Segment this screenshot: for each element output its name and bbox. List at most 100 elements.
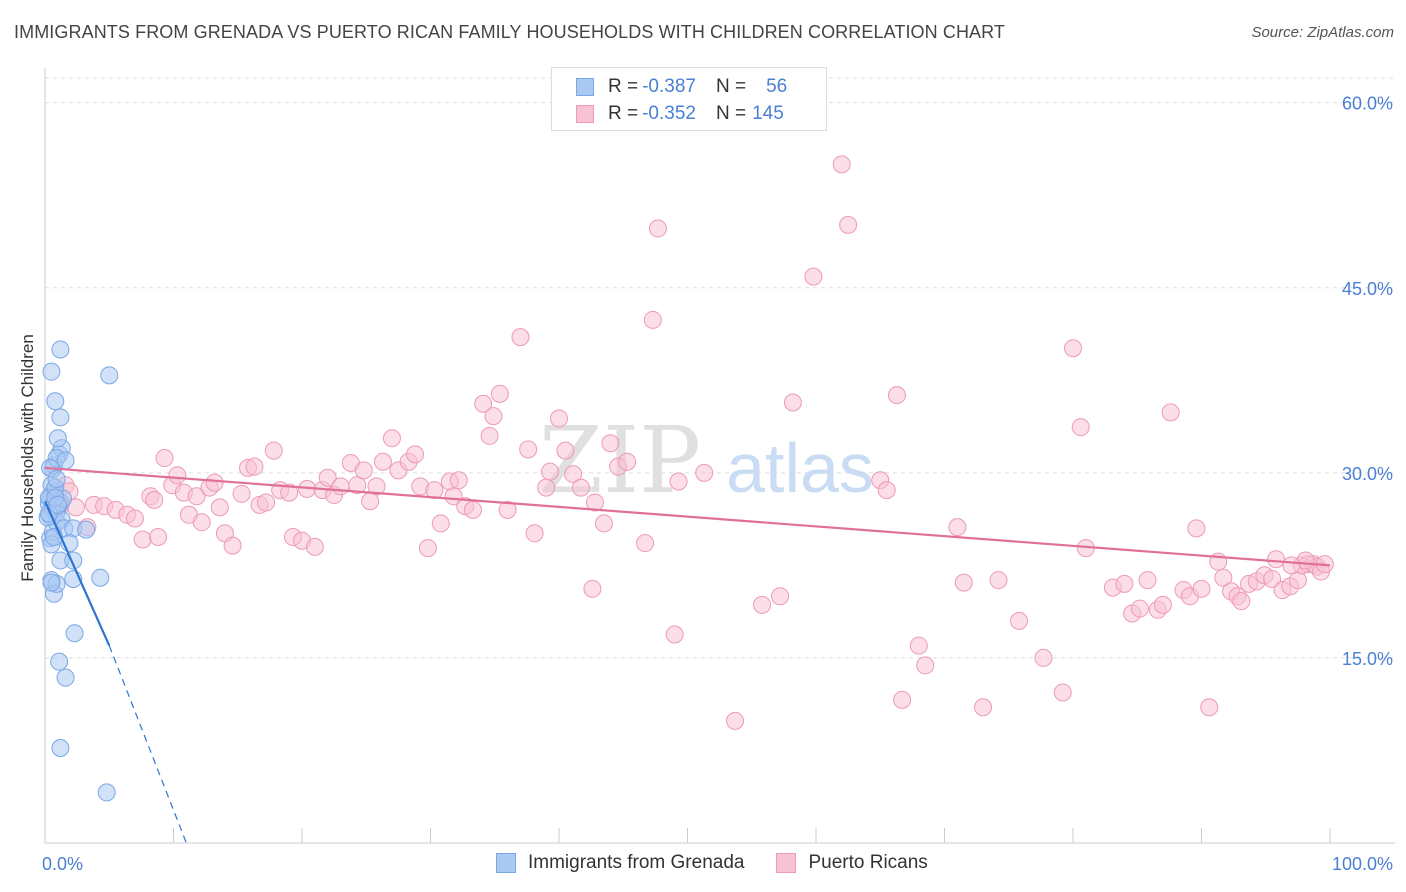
puerto-rican-point	[145, 490, 164, 509]
puerto-rican-point	[498, 500, 517, 519]
grenada-point	[47, 470, 66, 489]
puerto-rican-point	[348, 476, 367, 495]
puerto-rican-point	[133, 530, 152, 549]
legend-item-puerto-ricans[interactable]: Puerto Ricans	[776, 852, 928, 874]
puerto-rican-point	[585, 493, 604, 512]
watermark: ZIP atlas	[539, 407, 874, 514]
legend-swatch-blue	[496, 853, 516, 873]
puerto-rican-point	[1071, 418, 1090, 437]
puerto-rican-point	[541, 462, 560, 481]
puerto-rican-point	[1267, 550, 1286, 569]
legend-r-value: -0.387	[642, 76, 696, 97]
puerto-rican-point	[665, 625, 684, 644]
chart-title: IMMIGRANTS FROM GRENADA VS PUERTO RICAN …	[14, 22, 1006, 42]
legend-r-label: R =	[608, 76, 639, 97]
puerto-rican-point	[1161, 403, 1180, 422]
puerto-rican-point	[564, 465, 583, 484]
grenada-point	[42, 573, 61, 592]
grenada-point	[91, 568, 110, 587]
legend-n-label: N =	[715, 76, 747, 97]
trend-lines	[43, 466, 1331, 844]
puerto-rican-point	[331, 477, 350, 496]
puerto-rican-point	[205, 473, 224, 492]
puerto-rican-point	[463, 500, 482, 519]
y-tick-label: 15.0%	[1342, 649, 1393, 669]
puerto-rican-point	[406, 445, 425, 464]
puerto-rican-point	[449, 471, 468, 490]
puerto-rican-point	[594, 514, 613, 533]
grenada-trend-extension	[108, 645, 187, 844]
puerto-rican-point	[280, 483, 299, 502]
puerto-rican-point	[556, 441, 575, 460]
puerto-rican-point	[444, 487, 463, 506]
grid-lines	[45, 77, 1395, 659]
puerto-rican-point	[783, 393, 802, 412]
puerto-rican-point	[1263, 569, 1282, 588]
puerto-rican-point	[1064, 339, 1082, 358]
grenada-point	[77, 520, 96, 539]
legend-item-grenada[interactable]: Immigrants from Grenada	[496, 852, 744, 874]
puerto-rican-point	[484, 407, 503, 426]
puerto-rican-trend-line	[44, 466, 1331, 567]
puerto-rican-point	[480, 426, 499, 445]
y-tick-label: 30.0%	[1342, 464, 1393, 484]
puerto-rican-point	[974, 698, 993, 717]
legend-row-puerto-ricans: R = -0.352 N = 145	[576, 101, 784, 127]
puerto-rican-point	[367, 477, 386, 496]
grenada-point	[51, 340, 70, 359]
grenada-point	[48, 429, 67, 448]
tick-labels: 15.0% 30.0% 45.0% 60.0% 0.0% 100.0%	[42, 94, 1393, 874]
puerto-rican-point	[753, 595, 772, 614]
legend-swatch-pink	[776, 853, 797, 873]
puerto-rican-point	[643, 310, 662, 329]
puerto-rican-point	[893, 690, 912, 709]
puerto-rican-point	[155, 449, 174, 468]
y-tick-label: 45.0%	[1342, 279, 1393, 299]
puerto-rican-point	[877, 481, 896, 500]
puerto-rican-point	[373, 452, 392, 471]
puerto-ricans-points	[46, 155, 1334, 730]
series-legend: Immigrants from Grenada Puerto Ricans	[496, 852, 960, 874]
puerto-rican-point	[550, 409, 568, 428]
puerto-rican-point	[1192, 579, 1211, 598]
grenada-point	[56, 451, 75, 470]
puerto-rican-point	[223, 536, 242, 555]
grenada-point	[100, 366, 119, 385]
puerto-rican-point	[648, 219, 667, 238]
legend-swatch-blue	[576, 78, 594, 96]
puerto-rican-point	[571, 478, 590, 497]
puerto-rican-point	[954, 573, 973, 592]
grenada-point	[42, 362, 61, 381]
puerto-rican-point	[1130, 599, 1149, 618]
puerto-rican-point	[125, 509, 144, 528]
puerto-rican-point	[583, 579, 602, 598]
puerto-rican-point	[354, 461, 373, 480]
puerto-rican-point	[989, 571, 1008, 590]
x-tick-label: 100.0%	[1332, 854, 1393, 874]
puerto-rican-point	[245, 457, 264, 476]
puerto-rican-point	[382, 429, 401, 448]
grenada-point	[65, 624, 84, 643]
legend-label-puerto-ricans: Puerto Ricans	[808, 852, 928, 873]
puerto-rican-point	[916, 656, 935, 675]
grenada-trend-line	[43, 500, 111, 647]
grenada-point	[56, 668, 75, 687]
puerto-rican-point	[1187, 519, 1206, 538]
puerto-rican-point	[210, 498, 229, 517]
puerto-rican-point	[832, 155, 851, 174]
puerto-rican-point	[149, 528, 168, 546]
grenada-point	[48, 495, 67, 514]
grenada-points	[38, 340, 119, 802]
legend-r-value: -0.352	[642, 103, 696, 124]
legend-n-label: N =	[715, 103, 747, 124]
puerto-rican-point	[192, 513, 211, 532]
puerto-rican-point	[425, 481, 444, 500]
puerto-rican-point	[490, 384, 509, 403]
puerto-rican-point	[726, 711, 745, 730]
puerto-rican-point	[1010, 611, 1029, 630]
puerto-rican-point	[1214, 568, 1233, 587]
puerto-rican-point	[909, 636, 928, 655]
puerto-rican-point	[601, 434, 620, 453]
puerto-rican-point	[232, 484, 251, 503]
puerto-rican-point	[804, 267, 823, 286]
